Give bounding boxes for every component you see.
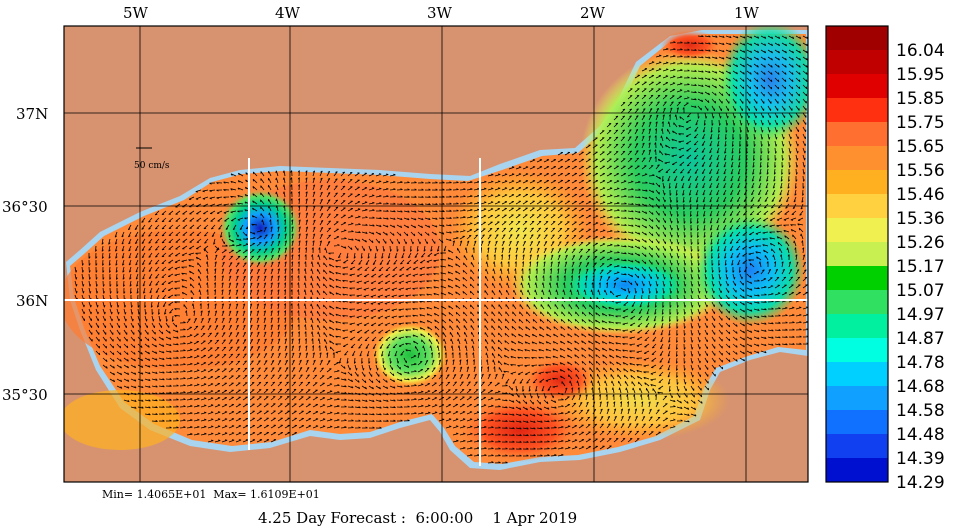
colorbar-value-label: 14.78 — [896, 353, 945, 373]
colorbar-value-label: 14.29 — [896, 473, 945, 493]
colorbar-swatch — [826, 50, 888, 75]
colorbar-swatch — [826, 98, 888, 123]
colorbar-swatch — [826, 122, 888, 147]
lat-label-36n: 36N — [16, 292, 48, 310]
lat-label-37n: 37N — [16, 105, 48, 123]
forecast-timestamp: 4.25 Day Forecast : 6:00:00 1 Apr 2019 — [258, 509, 578, 527]
vector-scale-label: 50 cm/s — [134, 161, 170, 171]
colorbar-value-label: 15.85 — [896, 89, 945, 109]
lon-label-1w: 1W — [734, 4, 760, 22]
colorbar-value-label: 15.07 — [896, 281, 945, 301]
colorbar-swatch — [826, 26, 888, 51]
lon-label-5w: 5W — [123, 4, 149, 22]
colorbar-value-label: 15.46 — [896, 185, 945, 205]
lon-label-3w: 3W — [427, 4, 453, 22]
latitude-labels: 37N 36°30 36N 35°30 — [2, 105, 48, 404]
temperature-field — [64, 26, 808, 462]
colorbar-swatch — [826, 434, 888, 459]
colorbar-value-label: 14.48 — [896, 425, 945, 445]
colorbar-frame — [825, 25, 889, 483]
colorbar-value-label: 14.68 — [896, 377, 945, 397]
colorbar-value-label: 15.95 — [896, 65, 945, 85]
colorbar-value-label: 14.87 — [896, 329, 945, 349]
colorbar-value-label: 14.97 — [896, 305, 945, 325]
colorbar-swatch — [826, 74, 888, 99]
colorbar-value-label: 16.04 — [896, 41, 945, 61]
colorbar-value-label: 15.17 — [896, 257, 945, 277]
min-max-readout: Min= 1.4065E+01 Max= 1.6109E+01 — [102, 488, 320, 501]
temperature-colorbar: 16.04 15.95 15.85 15.75 15.65 15.56 15.46 15.36… — [825, 25, 945, 493]
vector-arrows — [74, 34, 808, 464]
colorbar-swatch — [826, 362, 888, 387]
colorbar-swatch — [826, 194, 888, 219]
lat-label-36-30: 36°30 — [2, 198, 48, 216]
colorbar-value-label: 15.26 — [896, 233, 945, 253]
lat-label-35-30: 35°30 — [2, 386, 48, 404]
colorbar-value-label: 15.65 — [896, 137, 945, 157]
colorbar-swatch — [826, 386, 888, 411]
colorbar-swatch — [826, 266, 888, 291]
colorbar-swatch — [826, 290, 888, 315]
map-plot-area: 50 cm/s — [64, 26, 808, 482]
vector-scale: 50 cm/s — [134, 147, 170, 171]
colorbar-swatch — [826, 242, 888, 267]
lon-label-4w: 4W — [275, 4, 301, 22]
lon-label-2w: 2W — [580, 4, 606, 22]
colorbar-swatch — [826, 218, 888, 243]
colorbar-value-label: 15.75 — [896, 113, 945, 133]
colorbar-swatch — [826, 458, 888, 483]
colorbar-swatch — [826, 146, 888, 171]
velocity-vectors — [74, 34, 808, 464]
colorbar-swatch — [826, 170, 888, 195]
colorbar-value-label: 14.58 — [896, 401, 945, 421]
colorbar-value-label: 15.56 — [896, 161, 945, 181]
colorbar-value-label: 14.39 — [896, 449, 945, 469]
colorbar-value-label: 15.36 — [896, 209, 945, 229]
colorbar-swatch — [826, 338, 888, 363]
domain-boundaries — [64, 158, 808, 466]
colorbar-swatch — [826, 314, 888, 339]
colorbar-swatch — [826, 410, 888, 435]
longitude-labels: 5W 4W 3W 2W 1W — [123, 4, 760, 22]
